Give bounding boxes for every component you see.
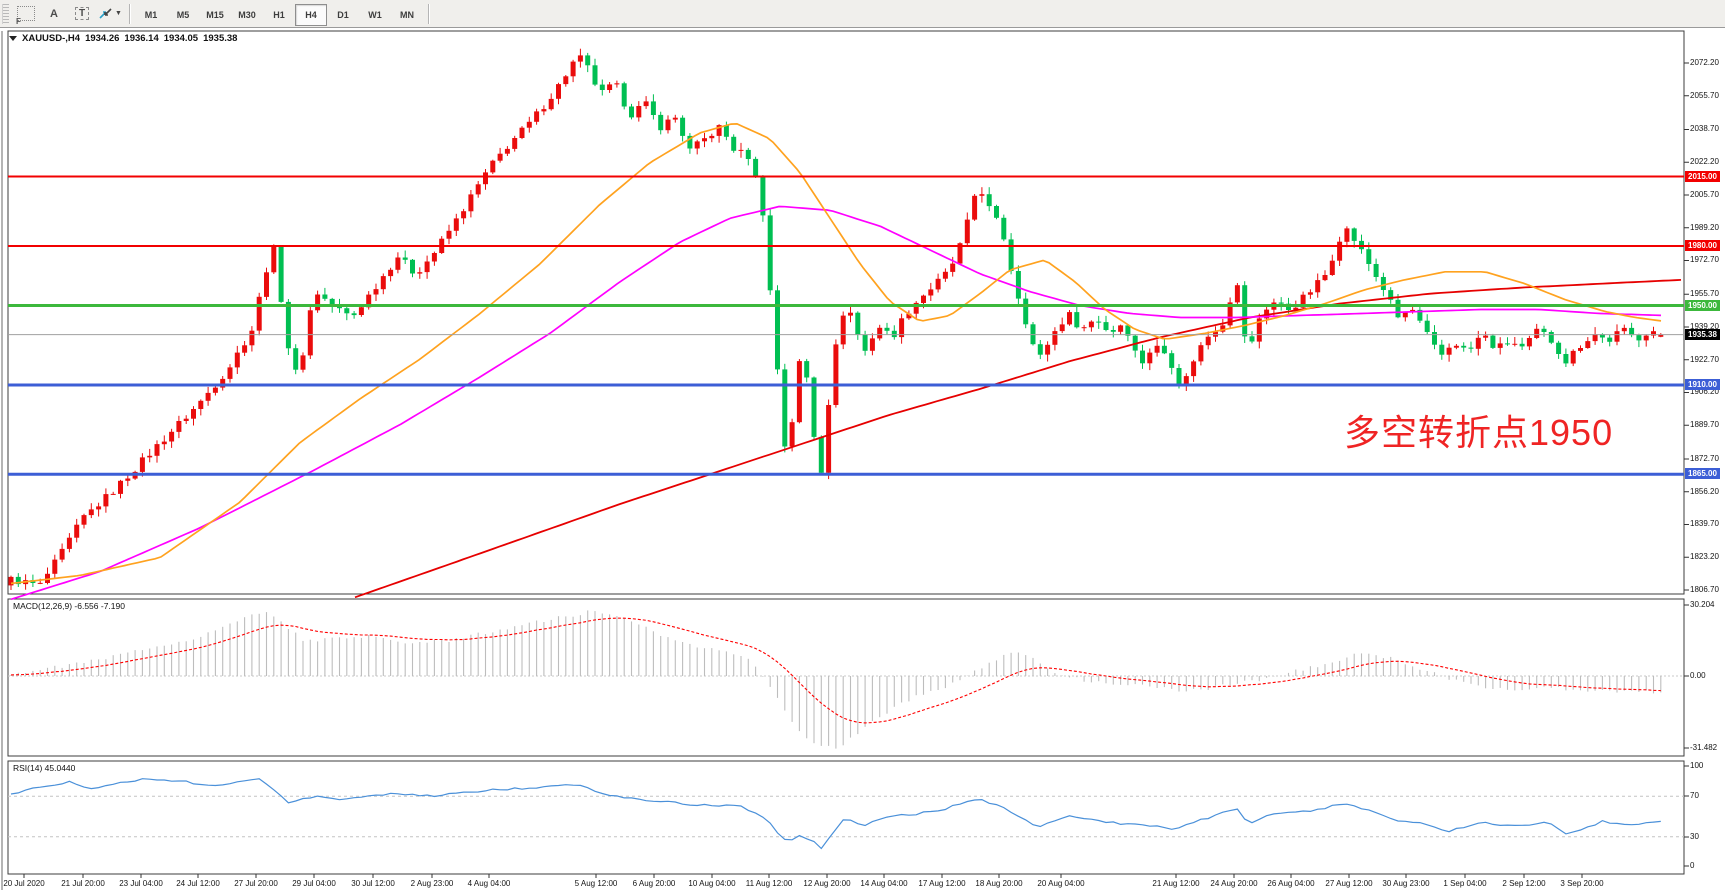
chart-title: XAUUSD-,H4 1934.26 1936.14 1934.05 1935.… bbox=[9, 33, 237, 44]
price-axis-label: 1889.70 bbox=[1690, 420, 1719, 430]
price-axis-label: 1872.70 bbox=[1690, 453, 1719, 463]
price-axis-label: 2055.70 bbox=[1690, 90, 1719, 100]
price-axis-label: 1823.20 bbox=[1690, 552, 1719, 562]
macd-panel-border bbox=[7, 598, 1685, 757]
timeframe-button-h1[interactable]: H1 bbox=[273, 9, 285, 20]
price-axis-label: 1906.20 bbox=[1690, 387, 1719, 397]
macd-axis-label: 30.204 bbox=[1690, 600, 1715, 609]
time-axis-label: 21 Jul 20:00 bbox=[61, 879, 105, 888]
timeframe-button-m1[interactable]: M1 bbox=[144, 9, 158, 20]
time-axis-label: 27 Aug 12:00 bbox=[1325, 879, 1373, 888]
time-axis-label: 27 Jul 20:00 bbox=[234, 879, 278, 888]
symbol-dropdown-icon[interactable] bbox=[9, 36, 17, 41]
price-axis-label: 1972.70 bbox=[1690, 255, 1719, 265]
price-line-label: 1910.00 bbox=[1685, 378, 1720, 390]
time-axis-label: 12 Aug 20:00 bbox=[803, 879, 851, 888]
arrows-glyph-icon bbox=[99, 8, 112, 19]
price-axis-label: 2022.20 bbox=[1690, 157, 1719, 167]
rsi-axis-label: 30 bbox=[1690, 832, 1699, 841]
time-axis-label: 20 Aug 04:00 bbox=[1037, 879, 1085, 888]
time-axis-label: 1 Sep 04:00 bbox=[1443, 879, 1487, 888]
time-axis-label: 14 Aug 04:00 bbox=[860, 879, 908, 888]
timeframe-button-m5[interactable]: M5 bbox=[176, 9, 190, 20]
timeframe-toolbar: M1 M5 M15 M30 H1 H4 D1 W1 MN bbox=[135, 3, 423, 26]
timeframe-button-d1[interactable]: D1 bbox=[337, 9, 349, 20]
time-axis-label: 11 Aug 12:00 bbox=[745, 879, 793, 888]
candlesticks bbox=[8, 48, 1664, 590]
font-tool-icon[interactable]: A bbox=[50, 7, 58, 20]
ohlc-open: 1934.26 bbox=[85, 33, 120, 44]
time-axis-label: 18 Aug 20:00 bbox=[975, 879, 1023, 888]
toolbar-separator bbox=[428, 3, 429, 24]
rsi-line bbox=[10, 778, 1661, 850]
macd-signal-line bbox=[10, 617, 1661, 724]
time-axis-label: 10 Aug 04:00 bbox=[688, 879, 736, 888]
macd-histogram bbox=[10, 610, 1662, 749]
toolbar-separator bbox=[129, 3, 130, 24]
rsi-axis-label: 0 bbox=[1690, 861, 1695, 870]
price-line-label: 1865.00 bbox=[1685, 468, 1720, 480]
time-axis-label: 4 Aug 04:00 bbox=[467, 879, 511, 888]
timeframe-button-m15[interactable]: M15 bbox=[206, 9, 224, 20]
time-axis-label: 21 Aug 12:00 bbox=[1152, 879, 1200, 888]
macd-indicator-label: MACD(12,26,9) -6.556 -7.190 bbox=[13, 601, 125, 611]
price-line-label: 1980.00 bbox=[1685, 240, 1720, 251]
timeframe-button-mn[interactable]: MN bbox=[400, 9, 414, 20]
time-axis-label: 24 Aug 20:00 bbox=[1210, 879, 1258, 888]
ohlc-low: 1934.05 bbox=[163, 33, 199, 44]
grid-f-icon[interactable]: F bbox=[14, 4, 38, 26]
time-axis-label: 6 Aug 20:00 bbox=[632, 879, 676, 888]
price-axis-label: 1856.20 bbox=[1690, 486, 1719, 496]
time-axis-label: 30 Jul 12:00 bbox=[351, 879, 395, 888]
dropdown-caret-icon: ▼ bbox=[115, 10, 122, 17]
timeframe-button-h4[interactable]: H4 bbox=[295, 3, 327, 26]
price-axis-label: 1839.70 bbox=[1690, 519, 1719, 529]
price-axis-label: 1806.70 bbox=[1690, 584, 1719, 594]
price-line-label: 2015.00 bbox=[1685, 170, 1720, 182]
time-axis-label: 20 Jul 2020 bbox=[3, 879, 45, 888]
time-axis-label: 5 Aug 12:00 bbox=[574, 879, 618, 888]
ohlc-high: 1936.14 bbox=[124, 33, 159, 44]
draw-arrows-icon[interactable]: ▼ bbox=[98, 4, 122, 24]
macd-axis-label: 0.00 bbox=[1690, 671, 1706, 680]
price-line-label: 1950.00 bbox=[1685, 299, 1720, 311]
time-axis-label: 3 Sep 20:00 bbox=[1560, 879, 1604, 888]
ma-mid-line bbox=[10, 205, 1662, 601]
time-axis-label: 2 Aug 23:00 bbox=[410, 879, 454, 888]
price-axis-label: 1989.20 bbox=[1690, 222, 1719, 232]
rsi-axis-label: 70 bbox=[1690, 791, 1699, 800]
ma-fast-line bbox=[10, 123, 1662, 585]
time-axis-label: 26 Aug 04:00 bbox=[1267, 879, 1315, 888]
symbol-label: XAUUSD-,H4 bbox=[22, 33, 81, 44]
chart-text-annotation: 多空转折点1950 bbox=[1344, 412, 1614, 453]
timeframe-button-w1[interactable]: W1 bbox=[368, 9, 382, 20]
time-axis-label: 29 Jul 04:00 bbox=[292, 879, 336, 888]
toolbar-grip-icon[interactable] bbox=[2, 3, 9, 24]
ma-slow-line bbox=[354, 279, 1682, 599]
rsi-panel-border bbox=[7, 760, 1685, 875]
time-axis-label: 23 Jul 04:00 bbox=[119, 879, 163, 888]
price-axis-label: 2005.70 bbox=[1690, 189, 1719, 199]
rsi-indicator-label: RSI(14) 45.0440 bbox=[13, 763, 76, 773]
time-axis-label: 2 Sep 12:00 bbox=[1502, 879, 1546, 888]
time-axis-label: 17 Aug 12:00 bbox=[918, 879, 966, 888]
price-axis-label: 2072.20 bbox=[1690, 58, 1719, 67]
price-axis-label: 1955.70 bbox=[1690, 289, 1719, 299]
time-axis-label: 30 Aug 23:00 bbox=[1382, 879, 1430, 888]
macd-axis-label: -31.482 bbox=[1690, 743, 1718, 752]
price-axis-label: 2038.70 bbox=[1690, 124, 1719, 134]
rsi-axis-label: 100 bbox=[1690, 761, 1704, 770]
price-axis-label: 1922.70 bbox=[1690, 354, 1719, 364]
timeframe-button-m30[interactable]: M30 bbox=[238, 9, 256, 20]
ohlc-close: 1935.38 bbox=[203, 33, 238, 44]
time-axis-label: 24 Jul 12:00 bbox=[176, 879, 220, 888]
text-label-tool-icon[interactable]: T bbox=[70, 4, 94, 24]
main-panel-border bbox=[7, 30, 1685, 595]
toolbar: F A T ▼ M1 M5 M15 M30 H1 H4 D1 W1 MN bbox=[0, 0, 1725, 28]
price-axis-label: 1939.20 bbox=[1690, 321, 1719, 331]
price-line-label: 1935.38 bbox=[1685, 328, 1720, 340]
